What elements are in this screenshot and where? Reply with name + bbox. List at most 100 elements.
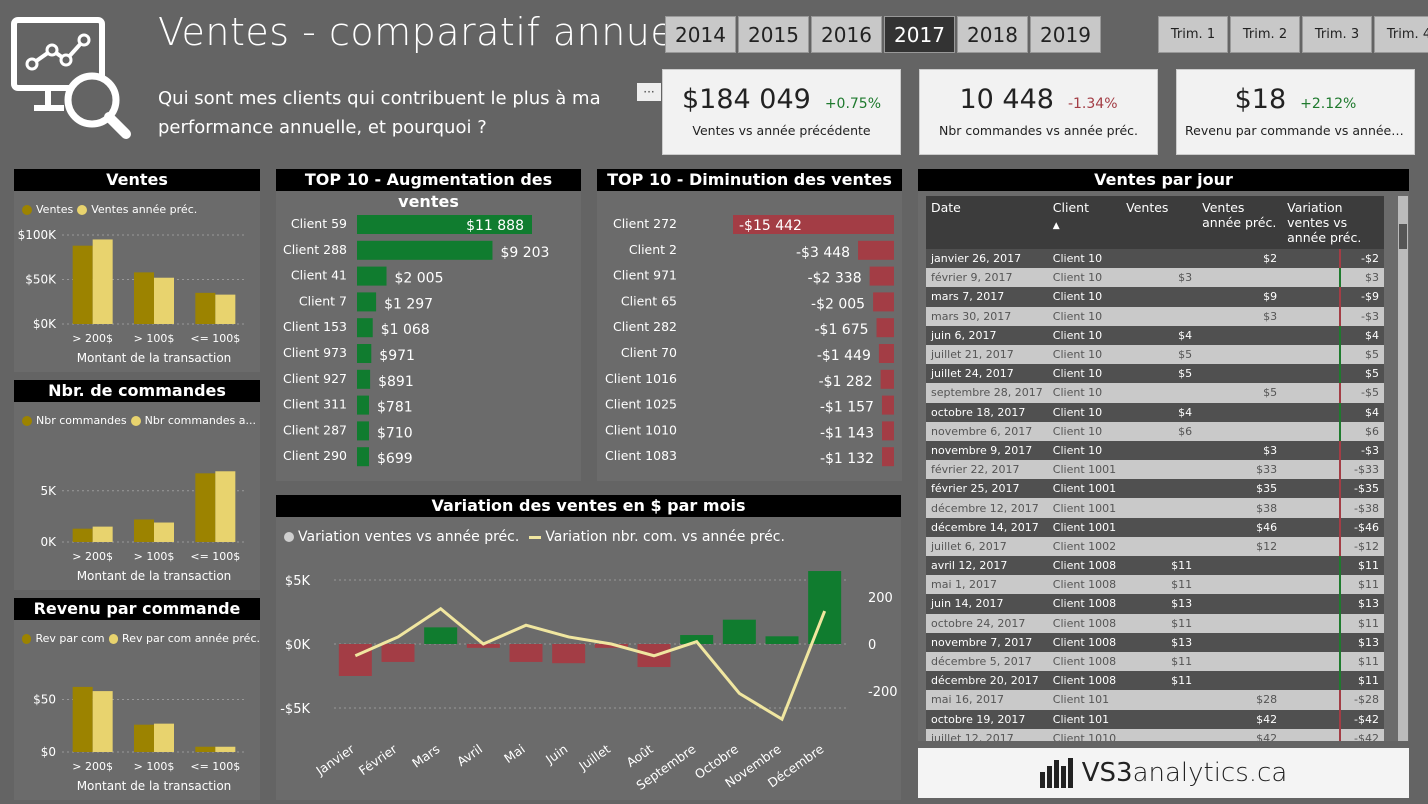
quarter-button-4[interactable]: Trim. 4 bbox=[1374, 16, 1428, 53]
bar bbox=[92, 526, 113, 542]
category-label: Client 287 bbox=[283, 422, 347, 437]
column-header-variation[interactable]: Variation ventes vs année préc. bbox=[1282, 196, 1384, 249]
table-row[interactable]: juillet 12, 2017 Client 1010 $42 -$42 bbox=[926, 728, 1384, 741]
table-row[interactable]: novembre 9, 2017 Client 10 $3 -$3 bbox=[926, 440, 1384, 461]
table-cell: $3 bbox=[1282, 268, 1384, 288]
more-options-button[interactable]: ··· bbox=[637, 83, 661, 101]
y-tick-label: $100K bbox=[18, 228, 58, 242]
table-cell: $11 bbox=[1121, 556, 1198, 576]
table-row[interactable]: juillet 6, 2017 Client 1002 $12 -$12 bbox=[926, 536, 1384, 556]
scrollbar-thumb[interactable] bbox=[1399, 224, 1407, 249]
table-row[interactable]: novembre 6, 2017 Client 10 $6 $6 bbox=[926, 421, 1384, 441]
table-row[interactable]: juillet 24, 2017 Client 10 $5 $5 bbox=[926, 364, 1384, 384]
data-label: $699 bbox=[377, 451, 413, 467]
table-row[interactable]: octobre 19, 2017 Client 101 $42 -$42 bbox=[926, 709, 1384, 729]
bar bbox=[466, 644, 500, 648]
table-cell: décembre 12, 2017 bbox=[926, 498, 1048, 518]
bar bbox=[72, 686, 93, 752]
table-cell bbox=[1197, 575, 1283, 595]
table-cell: Client 10 bbox=[1047, 364, 1122, 384]
bar bbox=[357, 447, 369, 467]
table-row[interactable]: décembre 14, 2017 Client 1001 $46 -$46 bbox=[926, 517, 1384, 537]
vs3-logo: VS3 analytics.ca bbox=[918, 748, 1409, 798]
table-row[interactable]: février 22, 2017 Client 1001 $33 -$33 bbox=[926, 460, 1384, 480]
table-scrollbar[interactable] bbox=[1398, 196, 1408, 741]
table-cell: juillet 12, 2017 bbox=[926, 728, 1048, 741]
table-row[interactable]: décembre 5, 2017 Client 1008 $11 $11 bbox=[926, 651, 1384, 672]
table-cell: $4 bbox=[1121, 325, 1198, 345]
bar bbox=[882, 447, 894, 467]
table-cell: $5 bbox=[1121, 344, 1198, 365]
table-row[interactable]: février 9, 2017 Client 10 $3 $3 bbox=[926, 268, 1384, 288]
table-row[interactable]: avril 12, 2017 Client 1008 $11 $11 bbox=[926, 556, 1384, 576]
x-axis-title: Montant de la transaction bbox=[77, 351, 232, 365]
table-cell: $13 bbox=[1121, 632, 1198, 652]
table-cell: -$5 bbox=[1282, 383, 1384, 403]
table-cell: $12 bbox=[1197, 536, 1283, 556]
table-row[interactable]: mars 7, 2017 Client 10 $9 -$9 bbox=[926, 287, 1384, 307]
table-cell: $13 bbox=[1282, 632, 1384, 652]
x-tick-label: > 200$ bbox=[72, 760, 113, 773]
bar-logo-icon bbox=[1039, 758, 1073, 788]
year-button-2014[interactable]: 2014 bbox=[665, 16, 736, 53]
table-row[interactable]: septembre 28, 2017 Client 10 $5 -$5 bbox=[926, 383, 1384, 403]
table-row[interactable]: mars 30, 2017 Client 10 $3 -$3 bbox=[926, 306, 1384, 326]
column-header-date[interactable]: Date bbox=[926, 196, 1048, 249]
bar bbox=[134, 272, 154, 324]
column-header-prev-sales[interactable]: Ventes année préc. bbox=[1197, 196, 1283, 249]
table-row[interactable]: juin 14, 2017 Client 1008 $13 $13 bbox=[926, 594, 1384, 614]
y-tick-label: $5K bbox=[285, 574, 311, 589]
bar bbox=[72, 528, 93, 542]
kpi-change: -1.34% bbox=[1067, 96, 1118, 112]
quarter-button-3[interactable]: Trim. 3 bbox=[1302, 16, 1372, 53]
table-row[interactable]: janvier 26, 2017 Client 10 $2 -$2 bbox=[926, 249, 1384, 269]
bar bbox=[154, 277, 174, 324]
table-row[interactable]: décembre 12, 2017 Client 1001 $38 -$38 bbox=[926, 498, 1384, 518]
table-cell: Client 101 bbox=[1047, 690, 1122, 710]
year-button-2017[interactable]: 2017 bbox=[884, 16, 955, 53]
year-button-2016[interactable]: 2016 bbox=[811, 16, 882, 53]
table-cell bbox=[1121, 306, 1198, 326]
table-row[interactable]: juin 6, 2017 Client 10 $4 $4 bbox=[926, 325, 1384, 345]
table-row[interactable]: octobre 24, 2017 Client 1008 $11 $11 bbox=[926, 613, 1384, 633]
x-tick-label: <= 100$ bbox=[190, 760, 240, 773]
column-header-client[interactable]: Client ▲ bbox=[1047, 196, 1122, 249]
bar bbox=[215, 471, 236, 542]
quarter-button-1[interactable]: Trim. 1 bbox=[1158, 16, 1228, 53]
table-row[interactable]: mai 16, 2017 Client 101 $28 -$28 bbox=[926, 690, 1384, 710]
quarter-button-2[interactable]: Trim. 2 bbox=[1230, 16, 1300, 53]
bar bbox=[357, 292, 377, 312]
category-label: Client 282 bbox=[613, 319, 677, 334]
table-cell: -$9 bbox=[1282, 287, 1384, 307]
table-cell: $6 bbox=[1121, 421, 1198, 441]
table-cell: $11 bbox=[1121, 575, 1198, 595]
table-cell bbox=[1197, 421, 1283, 441]
table-cell: $33 bbox=[1197, 460, 1283, 480]
table-row[interactable]: octobre 18, 2017 Client 10 $4 $4 bbox=[926, 402, 1384, 422]
table-cell: Client 1008 bbox=[1047, 556, 1122, 576]
year-button-2015[interactable]: 2015 bbox=[738, 16, 809, 53]
category-label: Client 1016 bbox=[605, 371, 677, 386]
table-cell: -$33 bbox=[1282, 460, 1384, 480]
table-row[interactable]: novembre 7, 2017 Client 1008 $13 $13 bbox=[926, 632, 1384, 652]
bar bbox=[357, 240, 493, 260]
year-button-2019[interactable]: 2019 bbox=[1030, 16, 1101, 53]
table-cell bbox=[1121, 479, 1198, 499]
bar bbox=[680, 635, 714, 644]
category-label: Client 70 bbox=[621, 345, 677, 360]
year-button-2018[interactable]: 2018 bbox=[957, 16, 1028, 53]
table-row[interactable]: février 25, 2017 Client 1001 $35 -$35 bbox=[926, 479, 1384, 499]
table-row[interactable]: décembre 20, 2017 Client 1008 $11 $11 bbox=[926, 671, 1384, 691]
table-row[interactable]: juillet 21, 2017 Client 10 $5 $5 bbox=[926, 344, 1384, 365]
legend-dot bbox=[22, 633, 32, 644]
table-cell: mai 16, 2017 bbox=[926, 690, 1048, 710]
category-label: Client 927 bbox=[283, 371, 347, 386]
kpi-label: Nbr commandes vs année préc. bbox=[938, 123, 1139, 138]
table-cell: Client 1008 bbox=[1047, 575, 1122, 595]
top-increase-panel: TOP 10 - Augmentation des ventes Client … bbox=[276, 169, 581, 481]
table-cell: Client 10 bbox=[1047, 440, 1122, 461]
table-row[interactable]: mai 1, 2017 Client 1008 $11 $11 bbox=[926, 575, 1384, 595]
bar bbox=[357, 369, 371, 389]
x-tick-label: Juin bbox=[542, 741, 570, 767]
column-header-sales[interactable]: Ventes bbox=[1121, 196, 1198, 249]
